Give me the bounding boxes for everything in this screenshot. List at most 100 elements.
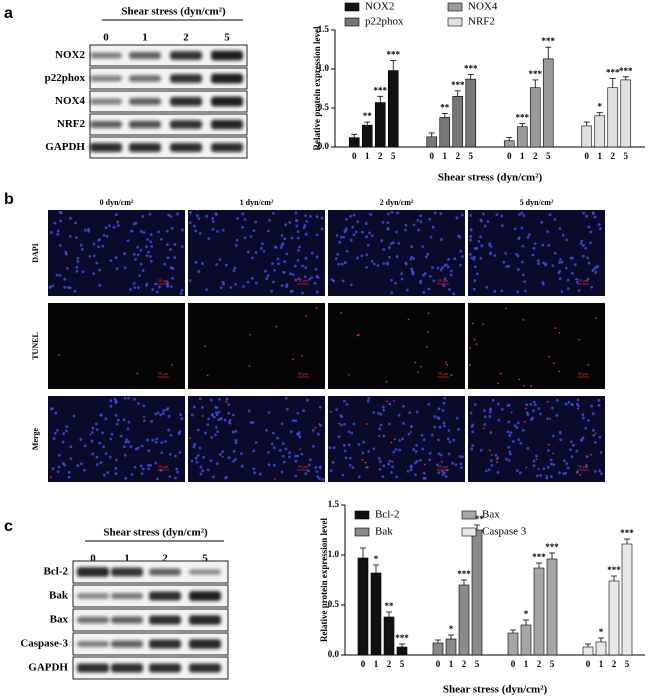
nucleus [232,459,235,463]
x-tick-label: 1 [524,659,529,669]
nucleus [365,235,368,239]
nucleus [179,413,183,416]
x-axis-label: Shear stress (dyn/cm²) [438,172,543,184]
nucleus [444,475,448,478]
nucleus [401,405,405,408]
nucleus [277,262,280,266]
nucleus [249,235,253,238]
nucleus [560,289,564,293]
tunel-signal [407,318,410,321]
nucleus [586,277,590,281]
nucleus [197,270,201,273]
nucleus [419,220,423,224]
nucleus [239,452,243,455]
scale-bar-label: 50 μm [578,278,589,283]
nucleus [408,411,412,415]
nucleus [439,268,443,272]
nucleus [331,460,335,464]
nucleus [271,262,274,266]
nucleus [87,227,90,231]
nucleus [366,243,370,247]
x-tick-label: 5 [400,659,405,669]
nucleus [539,474,543,477]
blot-band [211,73,243,84]
nucleus [531,416,534,420]
nucleus [357,443,361,446]
nucleus [80,248,84,251]
tunel-signal [409,431,412,433]
nucleus [410,255,414,259]
blot-band [77,641,109,647]
nucleus [569,440,573,444]
nucleus [234,439,238,442]
nucleus [388,255,391,259]
nucleus [176,470,180,474]
nucleus [347,443,351,447]
x-tick-label: 5 [475,659,480,669]
nucleus [242,285,245,288]
bar [546,558,558,656]
nucleus [275,436,279,440]
significance-label: *** [387,49,401,59]
nucleus [422,291,426,294]
nucleus [507,264,511,268]
nucleus [148,212,152,216]
column-label: 1 dyn/cm² [240,198,274,207]
nucleus [83,444,87,448]
nucleus [533,242,537,246]
nucleus [573,263,577,267]
legend-label: Bak [375,526,393,538]
bar [529,87,541,148]
x-tick-label: 0 [361,659,366,669]
nucleus [65,425,69,428]
nucleus [518,213,522,216]
nucleus [473,255,476,259]
nucleus [422,471,426,475]
tunel-signal [423,463,426,466]
tunel-signal [469,364,471,366]
nucleus [576,398,580,402]
nucleus [493,290,497,293]
tunel-signal [577,407,579,410]
tunel-signal [576,471,579,473]
nucleus [572,443,575,447]
nucleus [545,476,549,480]
nucleus [74,221,77,225]
nucleus [75,265,79,269]
nucleus [99,413,103,417]
nucleus [449,273,453,277]
tunel-signal [523,384,526,387]
nucleus [281,442,285,446]
blot-bands [90,73,243,84]
nucleus [127,420,131,424]
nucleus [154,282,158,286]
nucleus [79,243,83,247]
nucleus [521,244,525,248]
significance-label: ** [440,103,450,113]
tunel-signal [545,474,548,477]
bar [503,140,515,148]
nucleus [296,432,299,436]
blot-band [77,663,109,673]
nucleus [531,253,535,257]
tunel-signal [347,373,350,376]
nucleus [221,228,225,232]
nucleus [500,407,504,411]
tunel-signal [499,372,502,375]
nucleus [591,412,595,416]
nucleus [141,215,145,218]
nucleus [343,261,347,264]
nucleus [254,251,258,254]
nucleus [504,457,508,461]
nucleus [193,442,196,446]
nucleus [250,276,254,280]
nucleus [396,211,399,215]
nucleus [377,456,381,460]
tunel-signal [248,333,251,336]
nucleus [443,471,446,475]
nucleus [365,266,368,269]
nucleus [427,287,431,291]
nucleus [391,465,394,469]
scale-bar-label: 50 μm [578,371,589,376]
nucleus [308,458,312,462]
